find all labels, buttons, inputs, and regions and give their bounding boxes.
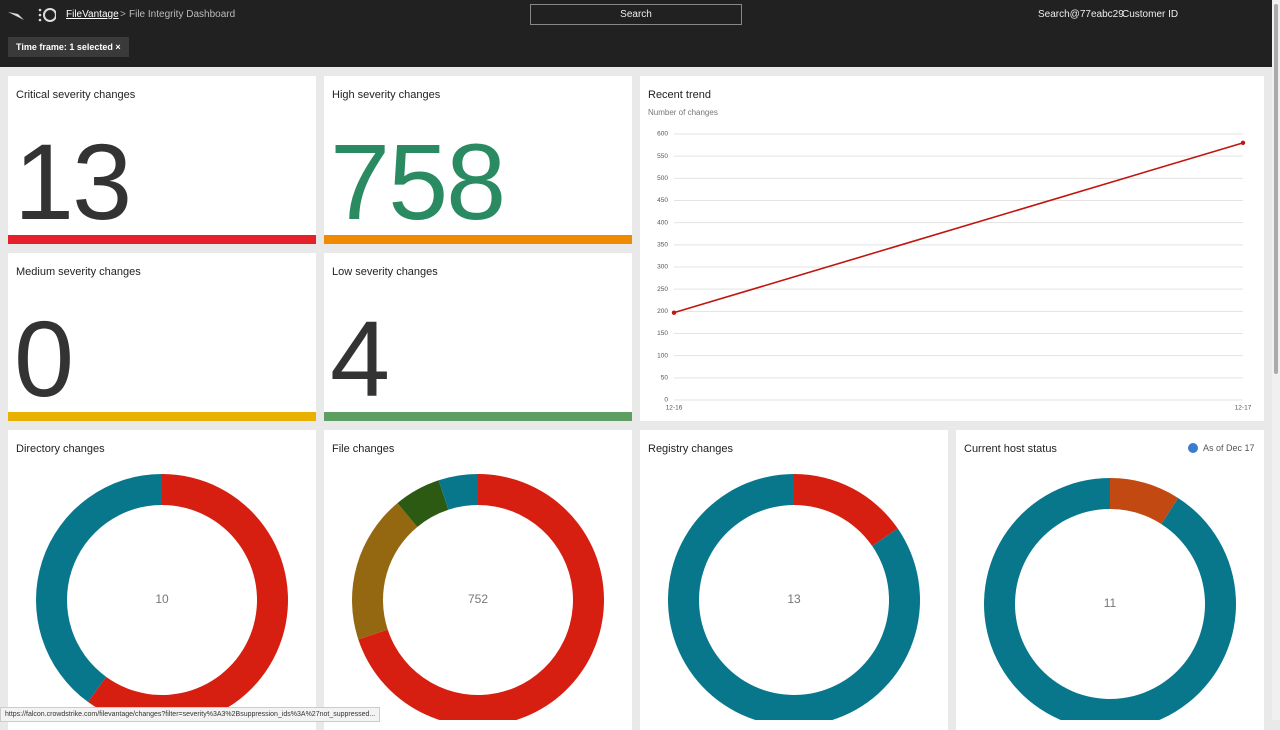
tile-title: Medium severity changes	[16, 266, 141, 278]
search-box[interactable]: Search	[530, 4, 742, 25]
tile[interactable]: Low severity changes 4	[324, 253, 632, 421]
donut-card: Directory changes	[8, 430, 316, 730]
severity-bar	[8, 235, 316, 244]
scrollbar[interactable]	[1272, 0, 1280, 720]
tile[interactable]: Critical severity changes 13	[8, 76, 316, 244]
donut-card: Current host status As of Dec 17	[956, 430, 1264, 730]
tile-value: 758	[330, 121, 506, 242]
user-search[interactable]: Search@77eabc29	[1038, 9, 1124, 20]
line-card: Recent trend Number of changes	[640, 76, 1264, 421]
severity-bar	[324, 235, 632, 244]
note: As of Dec 17	[1203, 443, 1255, 453]
severity-bar	[8, 412, 316, 421]
y-axis-title: Number of changes	[648, 108, 718, 117]
tile-title: Low severity changes	[332, 266, 438, 278]
tile-title: Critical severity changes	[16, 89, 136, 101]
tile-value: 4	[330, 298, 390, 419]
tile-value: 13	[14, 121, 132, 242]
filter-chip[interactable]: Time frame: 1 selected ×	[8, 37, 129, 57]
top-bar: FileVantage > File Integrity Dashboard S…	[0, 0, 1280, 67]
donut-card: Registry changes	[640, 430, 948, 730]
tile[interactable]: Medium severity changes 0	[8, 253, 316, 421]
tile[interactable]: High severity changes 758	[324, 76, 632, 244]
search-label: Search	[620, 9, 652, 20]
severity-bar	[324, 412, 632, 421]
tile-value: 0	[14, 298, 74, 419]
customer-id[interactable]: Customer ID	[1122, 9, 1179, 20]
logo-icons	[8, 8, 56, 22]
chart-title: Current host status	[964, 443, 1057, 455]
donut-card: File changes	[324, 430, 632, 730]
app-link[interactable]: FileVantage	[66, 9, 119, 20]
chart-title: File changes	[332, 443, 395, 455]
info-icon[interactable]	[1188, 443, 1198, 453]
chart-title: Directory changes	[16, 443, 105, 455]
page-name: File Integrity Dashboard	[129, 9, 236, 20]
tile-title: High severity changes	[332, 89, 441, 101]
breadcrumb-sep: >	[120, 9, 126, 20]
filter-label: Time frame: 1 selected	[16, 42, 113, 52]
chart-title: Recent trend	[648, 89, 711, 101]
chart-title: Registry changes	[648, 443, 733, 455]
status-url: https://falcon.crowdstrike.com/filevanta…	[5, 711, 376, 718]
